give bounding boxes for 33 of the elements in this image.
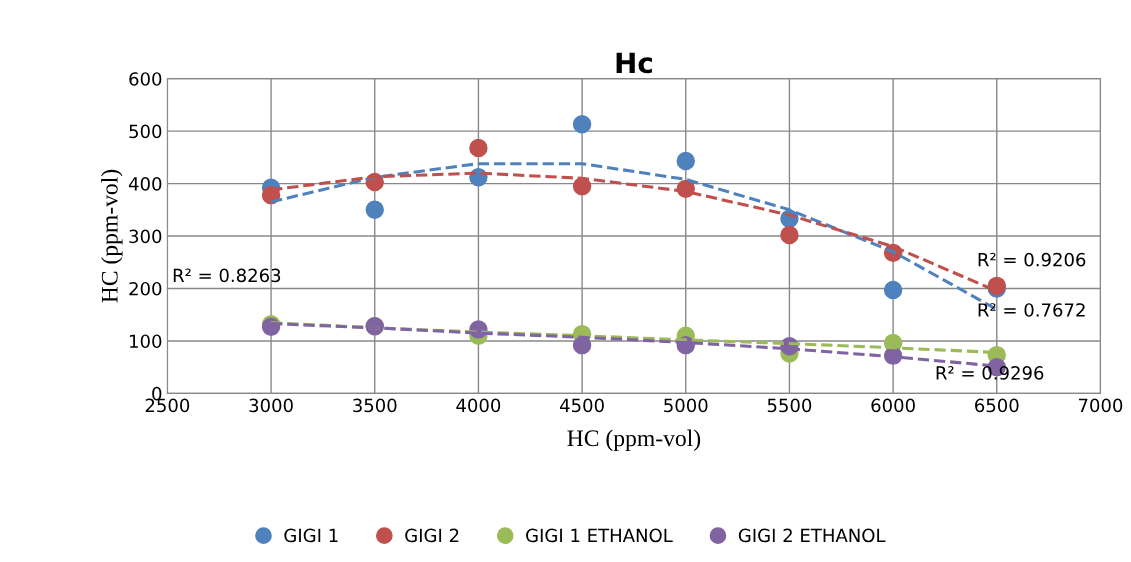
point: [676, 151, 695, 171]
x-tick-label: 7000: [1078, 398, 1123, 413]
legend-label: GIGI 2: [405, 528, 459, 543]
x-axis-title: HC (ppm-vol): [567, 429, 701, 452]
x-tick-label: 4000: [456, 398, 501, 413]
y-tick-label: 200: [129, 281, 162, 296]
x-tick-label: 6000: [871, 398, 915, 413]
annotation: R² = 0.7672: [978, 303, 1085, 317]
y-tick-label: 600: [129, 72, 162, 86]
legend-label: GIGI 2 ETHANOL: [738, 528, 886, 543]
x-tick-label: 6500: [975, 398, 1019, 413]
point: [572, 115, 592, 134]
annotation: R² = 0.9296: [936, 366, 1044, 380]
annotation: R² = 0.8263: [173, 268, 281, 283]
point: [365, 200, 384, 220]
x-tick-label: 5000: [664, 398, 708, 413]
y-tick-label: 300: [129, 229, 162, 244]
x-tick-label: 5500: [767, 398, 812, 413]
point: [883, 280, 903, 300]
point: [572, 335, 592, 355]
x-tick-label: 4500: [560, 398, 604, 413]
y-tick-label: 100: [130, 334, 162, 349]
y-tick-label: 400: [128, 177, 162, 191]
legend-label: GIGI 1 ETHANOL: [526, 528, 673, 543]
y-tick-label: 500: [129, 124, 162, 139]
x-tick-label: 3000: [249, 398, 293, 413]
chart-title: Hc: [616, 52, 652, 74]
point: [469, 138, 488, 158]
x-tick-label: 3500: [353, 398, 397, 413]
legend-label: GIGI 1: [284, 528, 338, 543]
annotation: R² = 0.9206: [978, 252, 1086, 267]
y-axis-title: HC (ppm-vol): [101, 169, 123, 303]
point: [780, 225, 799, 245]
